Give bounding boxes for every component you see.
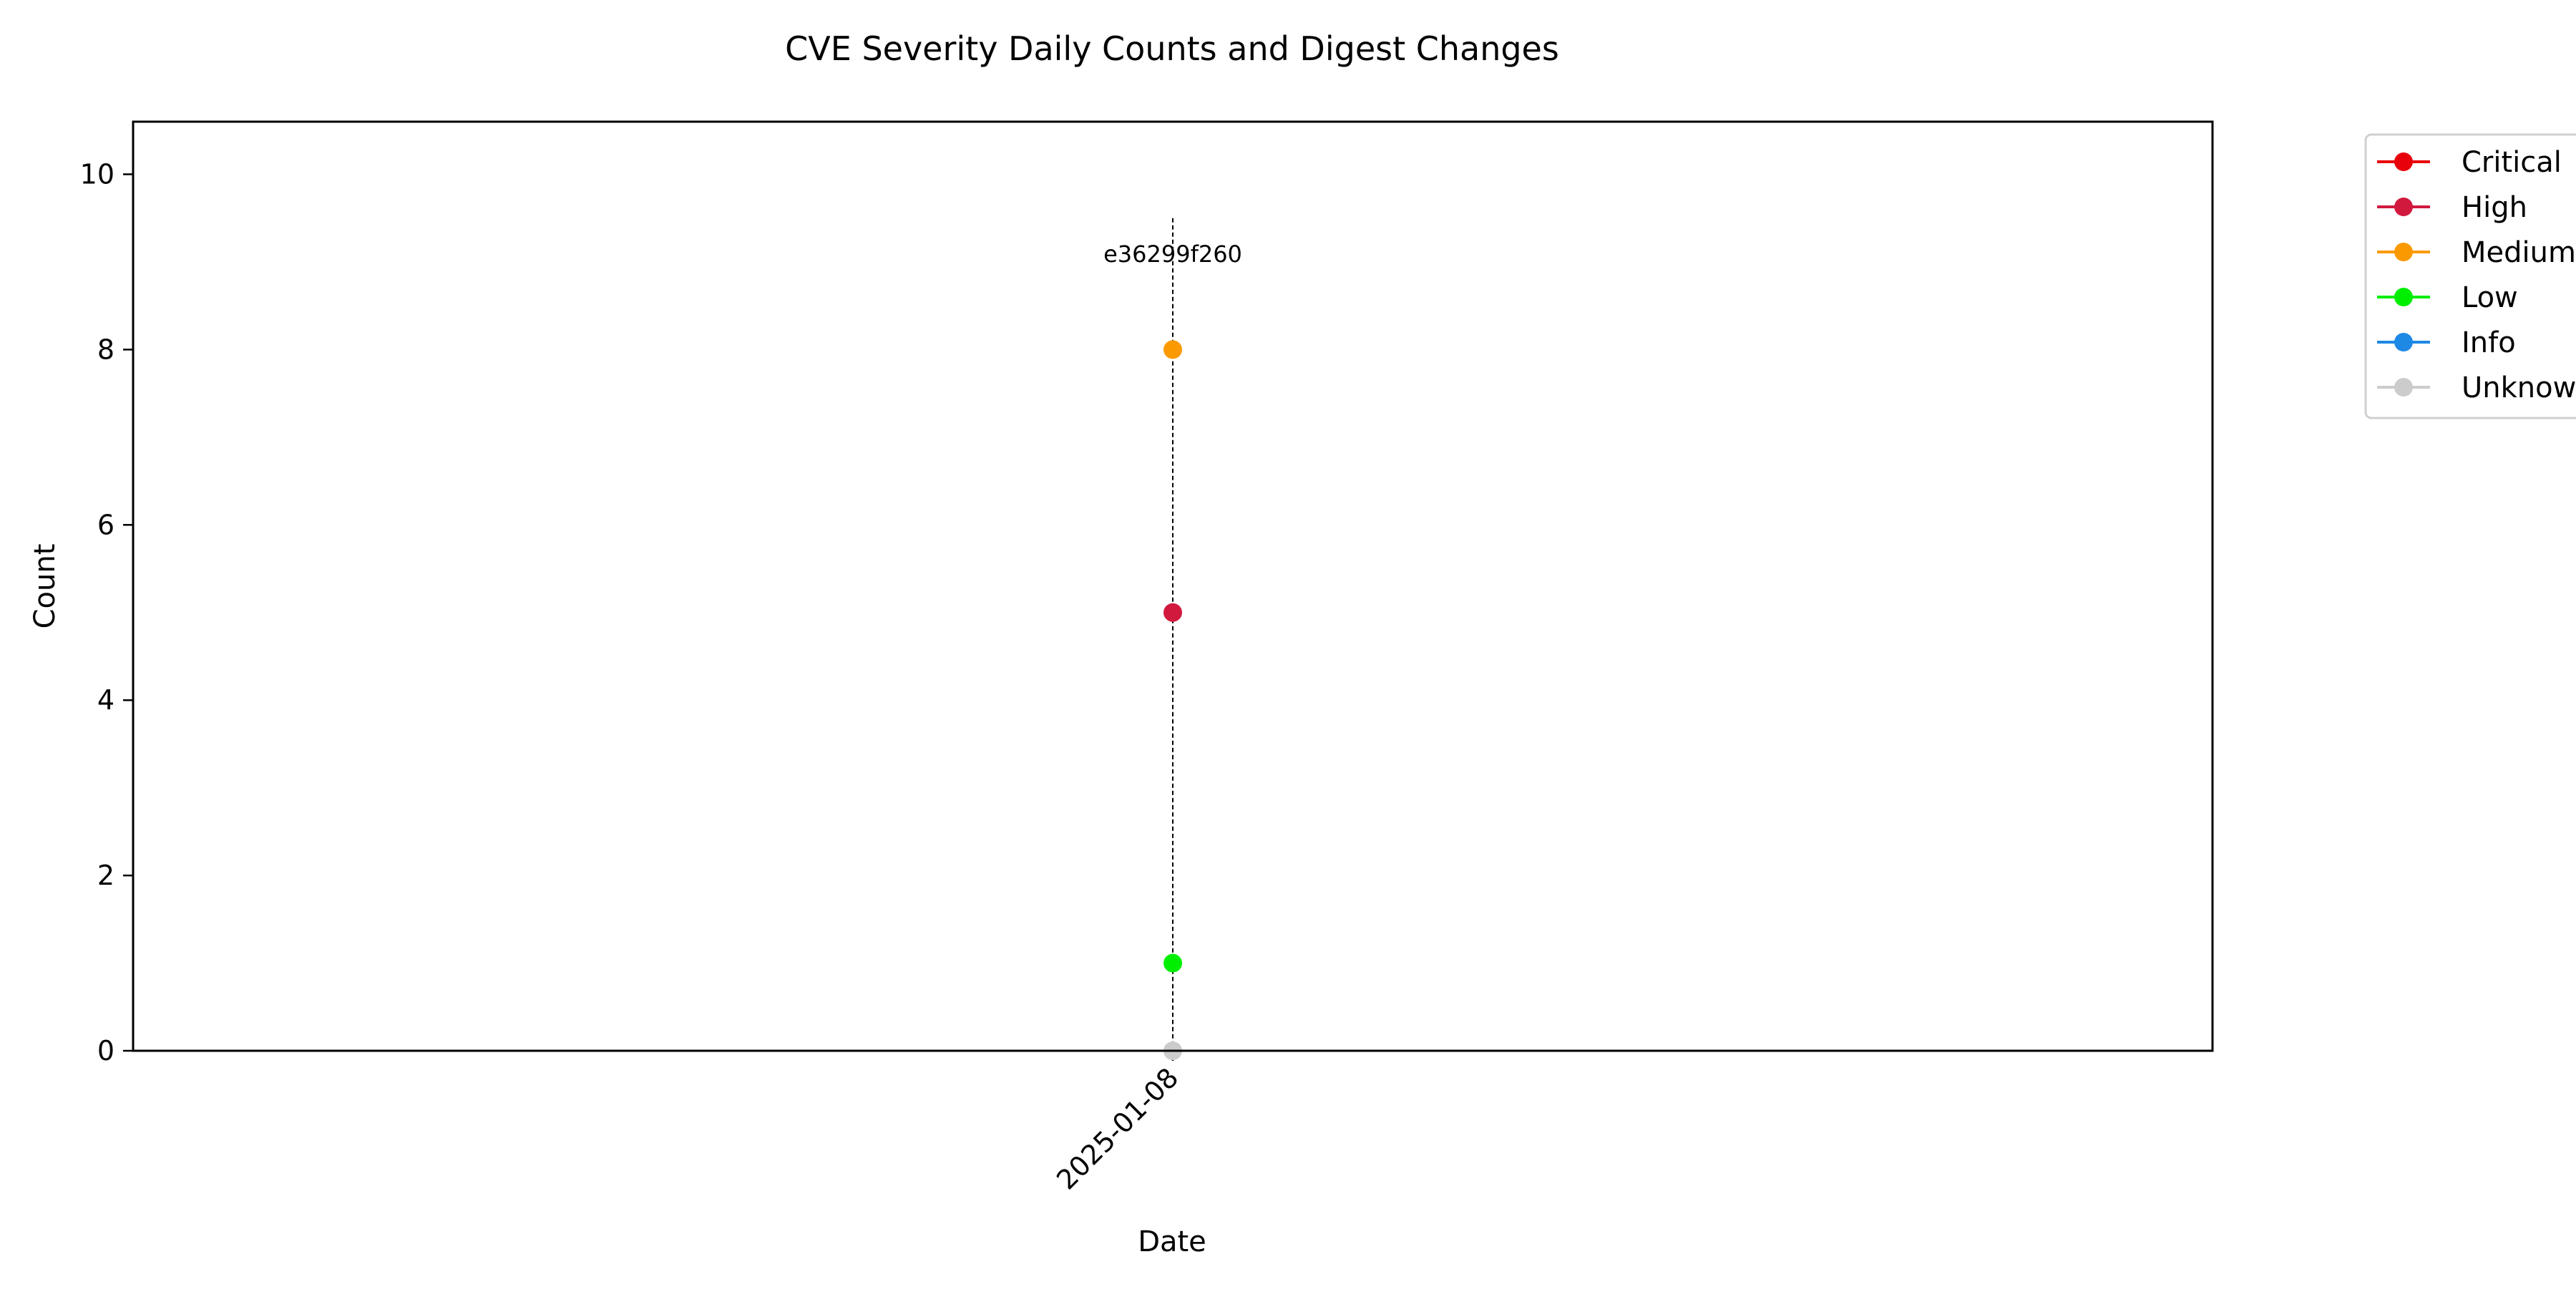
point-high: [1163, 603, 1182, 622]
plot-area: 0 2 4 6 8 10 2025-01-08 e36299f260: [80, 158, 1242, 1195]
digest-label: e36299f260: [1103, 241, 1242, 268]
point-low: [1163, 953, 1182, 973]
plot-frame: [132, 120, 2214, 1052]
y-tick-label: 0: [97, 1035, 114, 1067]
legend-marker-unknown: [2394, 378, 2413, 397]
legend-marker-critical: [2394, 152, 2413, 171]
point-medium: [1163, 340, 1182, 359]
legend-label-high: High: [2462, 191, 2527, 224]
y-tick-label: 4: [97, 684, 114, 716]
legend-label-medium: Medium: [2462, 236, 2576, 269]
legend-marker-low: [2394, 288, 2413, 306]
x-axis-label: Date: [1138, 1225, 1206, 1258]
x-tick-label: 2025-01-08: [1050, 1062, 1184, 1195]
legend-label-info: Info: [2462, 326, 2516, 359]
legend-marker-high: [2394, 198, 2413, 216]
chart-title: CVE Severity Daily Counts and Digest Cha…: [785, 29, 1559, 68]
y-tick-label: 10: [80, 158, 114, 190]
legend-marker-medium: [2394, 243, 2413, 261]
y-tick-label: 8: [97, 334, 114, 365]
legend: Critical High Medium Low Info Unknown: [2364, 133, 2576, 419]
y-tick-label: 6: [97, 509, 114, 540]
y-axis-label: Count: [29, 544, 62, 629]
legend-marker-info: [2394, 333, 2413, 351]
legend-label-critical: Critical: [2462, 146, 2562, 179]
legend-label-low: Low: [2462, 281, 2518, 314]
y-tick-label: 2: [97, 860, 114, 891]
legend-label-unknown: Unknown: [2462, 371, 2576, 404]
